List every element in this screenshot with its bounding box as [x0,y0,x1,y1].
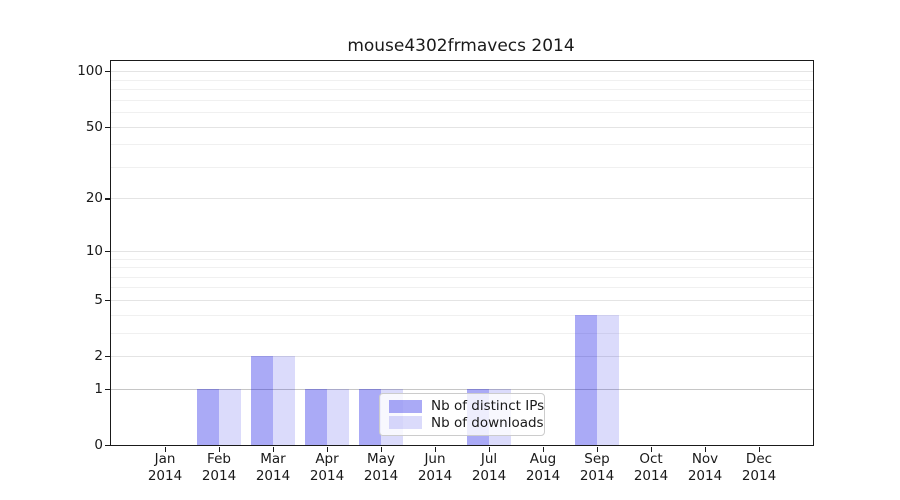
x-tick-label-feb: Feb 2014 [201,451,237,484]
gridline-minor [111,276,813,278]
x-tick-mark [543,446,545,452]
gridline-minor [111,89,813,91]
gridline-minor [111,287,813,289]
gridline-minor [111,99,813,101]
gridline-minor [111,267,813,269]
chart-title: mouse4302frmavecs 2014 [347,36,575,56]
legend-entry-downloads: Nb of downloads [389,415,544,431]
x-tick-mark [165,446,167,452]
y-tick-label: 1 [94,380,103,397]
y-tick-mark [105,198,110,200]
y-tick-mark [105,445,110,447]
x-tick-label-aug: Aug 2014 [525,451,561,484]
gridline-minor [111,112,813,114]
plot-area: 0 1 2 5 10 20 50 100 Jan 2014 Feb 2014 Mar 2014 Apr 20… [77,60,814,484]
x-tick-label-jul: Jul 2014 [471,451,507,484]
gridline-major [111,388,813,390]
legend-entry-distinct-ips: Nb of distinct IPs [389,398,544,414]
legend: Nb of distinct IPs Nb of downloads [379,393,545,436]
legend-swatch-downloads [389,416,422,430]
gridline-minor [111,166,813,168]
y-tick-label: 5 [94,291,103,308]
y-tick-mark [105,126,110,128]
y-tick-label: 50 [85,118,103,135]
y-tick-label: 2 [94,348,103,364]
x-tick-label-oct: Oct 2014 [633,451,669,484]
x-tick-label-nov: Nov 2014 [687,451,723,484]
x-tick-label-jun: Jun 2014 [417,451,453,484]
gridline-major [111,126,813,128]
y-tick-mark [105,388,110,391]
y-tick-mark [105,356,110,358]
y-tick-mark [105,299,110,302]
gridline-minor [111,79,813,81]
x-tick-label-sep: Sep 2014 [579,451,615,484]
gridline-minor [111,144,813,146]
gridline-major [111,356,813,357]
legend-label-downloads: Nb of downloads [431,414,544,431]
y-tick-label: 100 [77,63,103,80]
gridline-minor [111,332,813,334]
y-tick-label: 0 [94,437,103,453]
bar-distinct-ips-mar [251,356,273,445]
x-tick-mark [489,446,491,452]
x-tick-mark [381,446,383,452]
bar-downloads-mar [273,356,295,445]
bar-downloads-sep [597,314,619,445]
x-tick-mark [597,446,599,452]
x-tick-label-apr: Apr 2014 [309,451,345,484]
bar-downloads-apr [327,388,349,445]
x-tick-mark [219,446,221,452]
x-tick-mark [651,446,653,452]
legend-label-distinct-ips: Nb of distinct IPs [431,398,545,415]
y-tick-mark [105,250,110,253]
bar-distinct-ips-may [359,388,381,445]
gridline-minor [111,258,813,260]
gridline-major [111,71,813,73]
x-tick-mark [759,446,761,452]
bar-distinct-ips-feb [197,388,219,445]
gridline-minor [111,314,813,316]
gridline-major [111,198,813,200]
y-tick-label: 20 [85,190,103,207]
y-tick-label: 10 [85,242,103,259]
y-tick-mark [105,71,110,73]
x-tick-label-dec: Dec 2014 [741,451,777,484]
x-tick-label-mar: Mar 2014 [255,451,291,484]
gridline-major [111,299,813,301]
bar-distinct-ips-apr [305,388,327,445]
bar-distinct-ips-sep [575,314,597,445]
x-tick-label-jan: Jan 2014 [147,451,183,484]
x-tick-mark [435,446,437,452]
bar-downloads-feb [219,388,241,445]
x-tick-label-may: May 2014 [363,451,399,484]
gridline-major [111,250,813,252]
x-tick-mark [705,446,707,452]
legend-swatch-distinct-ips [389,399,422,413]
x-tick-mark [327,446,329,452]
x-tick-mark [273,446,275,452]
